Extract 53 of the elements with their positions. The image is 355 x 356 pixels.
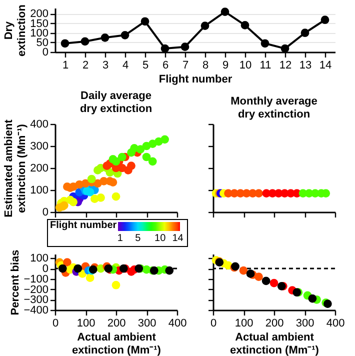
chart-title: Monthly average dry extinction: [230, 95, 318, 120]
y-tick-label: 150: [30, 18, 48, 30]
x-tick-label: 0: [210, 318, 217, 330]
x-tick-label: 400: [326, 318, 345, 330]
y-tick-label: −100: [24, 273, 48, 286]
y-tick-label: 300: [30, 140, 48, 152]
y-tick-label: 100: [30, 27, 48, 40]
y-axis-title: Dry extinction: [3, 4, 28, 56]
color-bar-label: 10: [154, 233, 166, 244]
x-tick-label: 5: [142, 60, 149, 72]
x-tick-label: 3: [102, 60, 109, 72]
x-tick-label: 4: [122, 60, 129, 72]
color-bar-label: 14: [172, 233, 184, 244]
x-tick-label: 8: [202, 60, 209, 72]
y-tick-label: −200: [24, 284, 48, 296]
x-axis-title: Actual ambient extinction (Mm⁻¹): [72, 332, 162, 356]
x-tick-label: 7: [182, 60, 189, 72]
y-tick-label: 0: [42, 206, 48, 218]
y-axis-title: Estimated ambient extinction (Mm⁻¹): [3, 119, 28, 218]
y-tick-label: 50: [36, 36, 48, 49]
color-bar-title: Flight number: [50, 220, 117, 231]
y-axis-title: Percent bias: [10, 250, 22, 316]
y-tick-label: 200: [30, 8, 48, 20]
x-tick-label: 300: [138, 318, 156, 330]
x-tick-label: 100: [76, 318, 96, 330]
x-axis-title: Actual ambient extinction (Mm⁻¹): [230, 332, 320, 356]
x-tick-label: 11: [260, 60, 272, 72]
x-axis-title: Flight number: [158, 74, 233, 86]
y-tick-label: −400: [24, 304, 48, 316]
x-tick-label: 0: [52, 318, 59, 330]
x-tick-label: 9: [222, 60, 229, 72]
x-tick-label: 200: [265, 318, 284, 330]
color-bar-label: 5: [135, 233, 142, 244]
x-tick-label: 100: [234, 318, 254, 330]
x-tick-label: 13: [299, 60, 312, 72]
x-tick-label: 10: [239, 60, 252, 72]
x-tick-label: 1: [62, 60, 69, 72]
y-tick-label: 0: [42, 46, 48, 58]
x-tick-label: 400: [168, 318, 187, 330]
x-tick-label: 2: [82, 60, 89, 72]
x-tick-label: 6: [162, 60, 169, 72]
x-tick-label: 300: [296, 318, 314, 330]
y-tick-label: 100: [30, 252, 48, 265]
x-tick-label: 200: [107, 318, 126, 330]
y-tick-label: 400: [30, 118, 48, 130]
y-tick-label: 100: [30, 184, 48, 196]
y-tick-label: 0: [42, 263, 48, 276]
x-tick-label: 14: [319, 60, 332, 72]
y-tick-label: −300: [24, 294, 48, 306]
y-tick-label: 200: [30, 162, 48, 174]
chart-title: Daily average dry extinction: [80, 90, 152, 115]
x-tick-label: 12: [279, 60, 292, 72]
color-bar-label: 1: [117, 233, 124, 244]
